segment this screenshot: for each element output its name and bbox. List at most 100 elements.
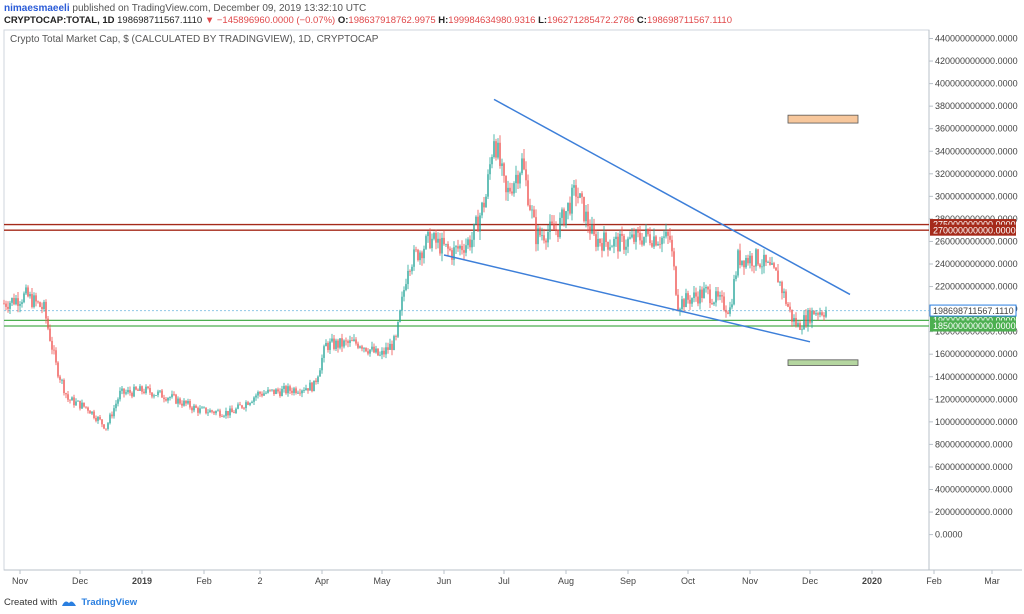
candle-body bbox=[133, 386, 135, 397]
candle-body bbox=[365, 347, 367, 352]
candle-body bbox=[263, 393, 265, 396]
candle-body bbox=[677, 294, 679, 311]
candle-body bbox=[17, 298, 19, 306]
candle-body bbox=[655, 236, 657, 246]
zone-rect[interactable] bbox=[787, 359, 859, 366]
candle-body bbox=[237, 404, 239, 409]
low-value: 196271285472.2786 bbox=[547, 15, 635, 26]
candle-body bbox=[693, 292, 695, 299]
plot-area[interactable] bbox=[3, 29, 930, 571]
candle-body bbox=[529, 205, 531, 210]
candle-body bbox=[801, 329, 803, 331]
trendline[interactable] bbox=[443, 254, 811, 343]
candle-body bbox=[557, 229, 559, 238]
level-price-tag-label: 185000000000.0000 bbox=[933, 321, 1016, 331]
candle-body bbox=[411, 266, 413, 272]
candle-body bbox=[725, 309, 727, 313]
candle-body bbox=[515, 174, 517, 184]
candle-body bbox=[269, 389, 271, 391]
candle-body bbox=[249, 402, 251, 405]
x-tick-label: Apr bbox=[315, 576, 329, 586]
candle-body bbox=[627, 238, 629, 247]
candle-body bbox=[761, 266, 763, 268]
candle-body bbox=[415, 249, 417, 251]
candle-body bbox=[201, 407, 203, 409]
candle-body bbox=[309, 382, 311, 391]
x-tick-label: Aug bbox=[558, 576, 574, 586]
candle-body bbox=[15, 298, 17, 305]
candle-body bbox=[441, 237, 443, 254]
candle-body bbox=[11, 298, 13, 303]
y-tick-label: 20000000000.0000 bbox=[935, 507, 1013, 517]
candle-body bbox=[507, 187, 509, 193]
y-tick-label: 180000000000.0000 bbox=[935, 327, 1018, 337]
x-tick-label: Feb bbox=[196, 576, 212, 586]
candle-body bbox=[571, 187, 573, 214]
candle-body bbox=[523, 158, 525, 170]
price-chart[interactable]: Crypto Total Market Cap, $ (CALCULATED B… bbox=[0, 28, 1024, 592]
y-tick-label: 140000000000.0000 bbox=[935, 372, 1018, 382]
candle-body bbox=[189, 400, 191, 408]
zone-rect[interactable] bbox=[787, 114, 859, 124]
candle-body bbox=[319, 370, 321, 377]
candle-body bbox=[805, 315, 807, 326]
candle-body bbox=[159, 390, 161, 392]
candle-body bbox=[437, 238, 439, 243]
candle-body bbox=[277, 389, 279, 392]
candle-body bbox=[275, 389, 277, 395]
trendline[interactable] bbox=[493, 98, 851, 296]
candle-body bbox=[203, 407, 205, 409]
candle-body bbox=[193, 405, 195, 411]
candle-body bbox=[367, 351, 369, 354]
candle-body bbox=[55, 350, 57, 363]
candle-body bbox=[633, 234, 635, 242]
candle-body bbox=[209, 410, 211, 413]
candle-body bbox=[169, 397, 171, 399]
candle-body bbox=[607, 241, 609, 250]
candle-body bbox=[271, 389, 273, 391]
tradingview-brand[interactable]: TradingView bbox=[81, 597, 138, 608]
open-value: 198637918762.9975 bbox=[348, 15, 436, 26]
candle-body bbox=[7, 306, 9, 309]
candle-body bbox=[355, 339, 357, 344]
candle-body bbox=[135, 386, 137, 390]
candle-body bbox=[73, 397, 75, 406]
author-link[interactable]: nimaesmaeeli bbox=[4, 3, 70, 14]
candle-body bbox=[363, 347, 365, 349]
candle-body bbox=[163, 397, 165, 400]
candle-body bbox=[419, 252, 421, 261]
candle-body bbox=[179, 398, 181, 404]
candle-body bbox=[107, 423, 109, 429]
candle-body bbox=[283, 386, 285, 389]
candle-body bbox=[511, 191, 513, 194]
change-text: ▼ −145896960.0000 (−0.07%) bbox=[204, 15, 336, 26]
candle-body bbox=[377, 348, 379, 356]
candle-body bbox=[597, 238, 599, 247]
candle-body bbox=[635, 230, 637, 242]
candle-body bbox=[425, 236, 427, 249]
candle-body bbox=[357, 343, 359, 348]
candle-body bbox=[479, 215, 481, 232]
candle-body bbox=[707, 287, 709, 290]
symbol-name: CRYPTOCAP:TOTAL, 1D bbox=[4, 15, 115, 26]
candle-body bbox=[351, 340, 353, 342]
candle-body bbox=[247, 402, 249, 405]
zone-rectangles bbox=[787, 114, 859, 366]
candle-body bbox=[287, 386, 289, 394]
candle-body bbox=[641, 240, 643, 245]
candle-body bbox=[691, 298, 693, 304]
candle-body bbox=[593, 224, 595, 235]
x-tick-label: Dec bbox=[72, 576, 89, 586]
candle-body bbox=[471, 239, 473, 248]
candle-body bbox=[421, 252, 423, 259]
candle-body bbox=[341, 338, 343, 347]
candle-body bbox=[259, 391, 261, 394]
y-tick-label: 220000000000.0000 bbox=[935, 282, 1018, 292]
candle-body bbox=[99, 417, 101, 420]
candle-body bbox=[387, 347, 389, 350]
x-tick-label: 2 bbox=[257, 576, 262, 586]
candle-body bbox=[623, 235, 625, 250]
candle-body bbox=[815, 313, 817, 315]
candle-body bbox=[211, 410, 213, 412]
candle-body bbox=[207, 412, 209, 414]
